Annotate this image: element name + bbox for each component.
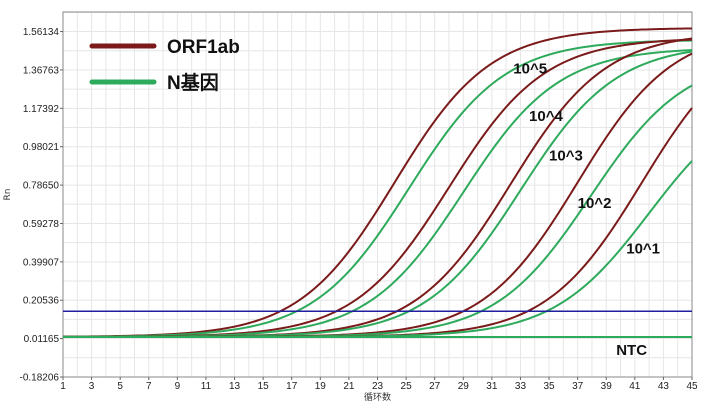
x-tick-label: 3 [89, 381, 95, 392]
x-tick-label: 7 [146, 381, 152, 392]
curve-label: 10^4 [529, 108, 563, 125]
curve-label: 10^2 [578, 195, 612, 212]
curve-label: 10^5 [513, 60, 547, 77]
x-tick-label: 29 [458, 381, 470, 392]
x-tick-label: 43 [658, 381, 670, 392]
x-tick-label: 19 [315, 381, 327, 392]
y-tick-label: 0.78650 [23, 181, 60, 192]
x-axis-label: 循环数 [364, 391, 391, 403]
y-tick-label: 0.39907 [23, 257, 60, 268]
x-tick-label: 1 [60, 381, 66, 392]
x-tick-label: 45 [686, 381, 698, 392]
curve-labels: 10^5 10^4 10^3 10^2 10^1 NTC [513, 60, 660, 358]
y-tick-label: 0.01165 [24, 334, 60, 345]
curve-label: 10^1 [626, 241, 660, 258]
x-tick-label: 39 [601, 381, 613, 392]
x-tick-label: 5 [117, 381, 123, 392]
legend: ORF1ab N基因 [89, 37, 240, 94]
curve-label: 10^3 [549, 148, 583, 165]
x-tick-label: 35 [543, 381, 555, 392]
x-tick-label: 31 [486, 381, 498, 392]
x-tick-label: 37 [572, 381, 584, 392]
x-tick-label: 21 [343, 381, 355, 392]
y-axis-ticks: -0.18206 0.01165 0.20536 0.39907 0.59278 0.78… [20, 27, 63, 384]
x-tick-label: 23 [372, 381, 384, 392]
legend-label-n-gene: N基因 [167, 71, 219, 94]
y-axis-label: Rn [3, 189, 13, 201]
series-layer [62, 27, 693, 338]
x-tick-label: 15 [258, 381, 270, 392]
y-tick-label: 0.20536 [23, 296, 60, 307]
y-tick-label: -0.18206 [20, 373, 60, 384]
legend-label-orf1ab: ORF1ab [167, 37, 240, 58]
x-axis-ticks: 1 3 5 7 9 11 13 15 17 19 21 23 25 27 29 31 33 35 37 39 41 43 4… [60, 377, 698, 392]
x-tick-label: 27 [429, 381, 441, 392]
x-tick-label: 11 [201, 381, 212, 392]
x-tick-label: 17 [286, 381, 298, 392]
y-tick-label: 1.56134 [23, 27, 60, 38]
y-tick-label: 1.17392 [23, 104, 60, 115]
curve-label: NTC [616, 342, 647, 359]
y-tick-label: 1.36763 [23, 65, 60, 76]
y-tick-label: 0.59278 [23, 219, 60, 230]
x-tick-label: 25 [401, 381, 413, 392]
grid-lines [62, 11, 693, 378]
x-tick-label: 41 [629, 381, 641, 392]
x-tick-label: 13 [229, 381, 241, 392]
x-tick-label: 33 [515, 381, 527, 392]
x-tick-label: 9 [175, 381, 181, 392]
y-tick-label: 0.98021 [23, 142, 60, 153]
series-curve-10-5 [62, 39, 693, 338]
